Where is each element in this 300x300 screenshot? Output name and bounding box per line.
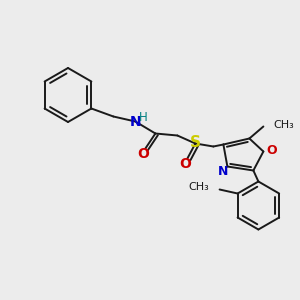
Text: CH₃: CH₃ <box>189 182 210 193</box>
Text: N: N <box>218 165 229 178</box>
Text: N: N <box>130 115 141 128</box>
Text: O: O <box>266 144 277 157</box>
Text: S: S <box>190 135 201 150</box>
Text: O: O <box>179 158 191 172</box>
Text: H: H <box>139 111 148 124</box>
Text: O: O <box>137 148 149 161</box>
Text: CH₃: CH₃ <box>273 119 294 130</box>
